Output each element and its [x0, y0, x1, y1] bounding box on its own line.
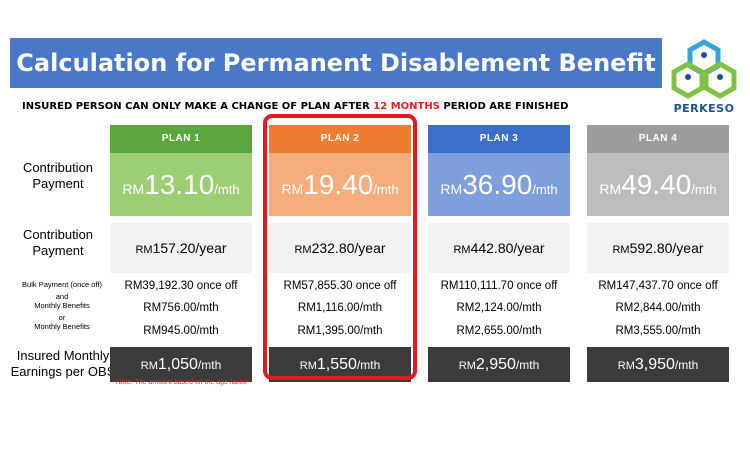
plan-bulk-payment: RM39,192.30 once off [124, 280, 238, 292]
notice: INSURED PERSON CAN ONLY MAKE A CHANGE OF… [22, 101, 662, 112]
plan-header: PLAN 4 [587, 125, 729, 153]
plan-monthly-benefit-and: RM2,124.00/mth [456, 302, 542, 314]
plan-2-highlight-frame [263, 114, 417, 380]
row-label-contribution-yearly: Contribution Payment [22, 227, 94, 258]
plan-monthly-benefit-or: RM3,555.00/mth [615, 325, 701, 337]
plan-bulk-payment: RM147,437.70 once off [598, 280, 718, 292]
plan-insured-earnings: RM3,950/mth [587, 347, 729, 382]
plan-monthly-contribution: RM19.40/mth [269, 153, 411, 216]
plan-monthly-benefit-and: RM2,844.00/mth [615, 302, 701, 314]
plan-monthly-benefit-or: RM945.00/mth [143, 325, 219, 337]
plan-monthly-benefit-and: RM756.00/mth [143, 302, 219, 314]
plan-yearly-contribution: RM232.80/year [269, 223, 411, 273]
plan-yearly-contribution: RM157.20/year [110, 223, 252, 273]
notice-text-before: INSURED PERSON CAN ONLY MAKE A CHANGE OF… [22, 101, 374, 112]
row-label-or: or [58, 313, 66, 322]
plan-monthly-contribution: RM13.10/mth [110, 153, 252, 216]
notice-highlight: 12 MONTHS [373, 101, 440, 112]
row-label-bulk-payment: Bulk Payment (once off) [22, 280, 102, 289]
plan-header: PLAN 1 [110, 125, 252, 153]
logo-text: PERKESO [673, 102, 735, 115]
notice-text-after: PERIOD ARE FINISHED [439, 101, 569, 112]
row-label-and: and [55, 292, 69, 301]
plan-monthly-contribution: RM36.90/mth [428, 153, 570, 216]
age-factor-note: Note: The amount based on the age factor… [116, 379, 250, 386]
plan-monthly-benefit-or: RM2,655.00/mth [456, 325, 542, 337]
plan-yearly-contribution: RM442.80/year [428, 223, 570, 273]
plan-yearly-contribution: RM592.80/year [587, 223, 729, 273]
plan-insured-earnings: RM2,950/mth [428, 347, 570, 382]
plan-monthly-benefit-or: RM1,395.00/mth [297, 325, 383, 337]
plan-header: PLAN 2 [269, 125, 411, 153]
plan-bulk-payment: RM110,111.70 once off [440, 280, 558, 292]
row-label-insured-earnings: Insured Monthly Earnings per OBS [10, 348, 116, 379]
page-title: Calculation for Permanent Disablement Be… [10, 38, 662, 88]
plan-monthly-benefit-and: RM1,116.00/mth [297, 302, 383, 314]
row-label-monthly-benefits-alt: Monthly Benefits [34, 322, 90, 331]
plan-header: PLAN 3 [428, 125, 570, 153]
plan-monthly-contribution: RM49.40/mth [587, 153, 729, 216]
row-label-monthly-benefits: Monthly Benefits [34, 301, 90, 310]
perkeso-logo [671, 39, 737, 99]
row-label-contribution-monthly: Contribution Payment [22, 160, 94, 191]
plan-insured-earnings: RM1,050/mth [110, 347, 252, 382]
plan-bulk-payment: RM57,855.30 once off [283, 280, 397, 292]
